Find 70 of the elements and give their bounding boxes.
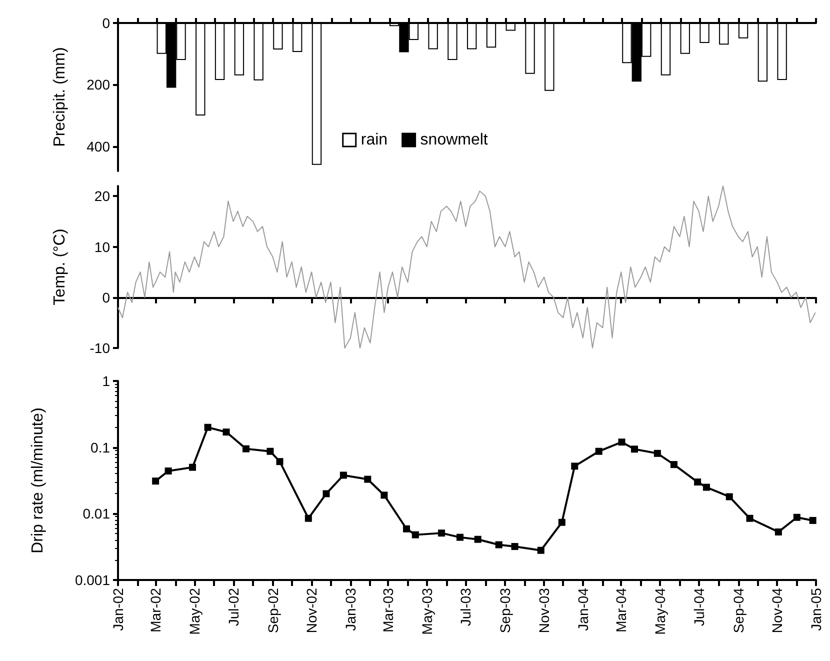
point bbox=[204, 424, 212, 431]
y-tick-label: -10 bbox=[90, 340, 110, 356]
point bbox=[340, 472, 347, 479]
point bbox=[495, 541, 502, 548]
y-tick-label: 200 bbox=[86, 76, 110, 93]
x-tick-label: Jan-04 bbox=[574, 588, 591, 631]
y-tick-label: 0 bbox=[102, 15, 110, 31]
x-tick-label: May-03 bbox=[418, 588, 435, 635]
point bbox=[694, 478, 702, 486]
point bbox=[189, 464, 196, 471]
x-tick-label: Nov-03 bbox=[536, 588, 552, 634]
point bbox=[746, 514, 754, 522]
x-tick-label: Jan-02 bbox=[110, 588, 126, 631]
point bbox=[595, 448, 602, 455]
legend-label: snowmelt bbox=[420, 132, 488, 148]
point bbox=[266, 448, 274, 455]
x-tick-label: Jul-03 bbox=[458, 588, 474, 626]
legend-label: rain bbox=[360, 132, 388, 148]
x-tick-label: Jul-02 bbox=[225, 588, 242, 626]
point bbox=[412, 531, 419, 538]
point bbox=[537, 546, 544, 554]
y-tick-label: 0.1 bbox=[90, 439, 110, 456]
point bbox=[152, 478, 160, 485]
point bbox=[618, 438, 626, 446]
x-tick-label: Nov-02 bbox=[304, 588, 320, 634]
x-tick-label: Jul-04 bbox=[690, 588, 707, 626]
point bbox=[304, 514, 312, 522]
x-tick-label: May-04 bbox=[652, 588, 668, 635]
point bbox=[242, 445, 250, 452]
y-tick-label: 0 bbox=[102, 289, 110, 306]
x-tick-label: Jan-05 bbox=[808, 588, 824, 631]
point bbox=[809, 516, 816, 524]
x-tick-label: Sep-03 bbox=[497, 588, 514, 634]
point bbox=[403, 525, 410, 532]
point bbox=[793, 514, 800, 521]
y-tick-label: 400 bbox=[86, 138, 110, 154]
x-tick-label: Jan-03 bbox=[342, 588, 358, 631]
x-tick-label: Nov-04 bbox=[769, 588, 786, 634]
point bbox=[474, 536, 482, 543]
x-tick-label: Sep-02 bbox=[264, 588, 281, 634]
point bbox=[380, 492, 388, 499]
x-tick-label: Sep-04 bbox=[730, 588, 746, 634]
point bbox=[571, 462, 578, 470]
point bbox=[276, 458, 284, 466]
y-axis-title: Temp. (°C) bbox=[52, 228, 68, 306]
point bbox=[726, 493, 733, 500]
point bbox=[511, 542, 518, 550]
y-tick-label: 1 bbox=[102, 373, 110, 389]
point bbox=[322, 490, 330, 498]
y-axis-title: Drip rate (ml/minute) bbox=[30, 408, 46, 554]
point bbox=[630, 446, 638, 453]
point bbox=[670, 461, 678, 468]
x-tick-label: May-02 bbox=[186, 588, 202, 635]
y-tick-label: 10 bbox=[94, 238, 110, 255]
point bbox=[774, 528, 782, 536]
y-tick-label: 0.001 bbox=[74, 572, 110, 588]
point bbox=[222, 428, 230, 436]
x-tick-label: Mar-03 bbox=[380, 588, 396, 632]
point bbox=[364, 476, 372, 483]
point bbox=[558, 518, 566, 526]
y-tick-label: 0.01 bbox=[82, 506, 110, 522]
point bbox=[654, 450, 661, 457]
y-tick-label: 20 bbox=[94, 188, 110, 204]
y-axis-title: Precipit. (mm) bbox=[52, 47, 68, 147]
point bbox=[164, 467, 172, 474]
x-tick-label: Mar-04 bbox=[613, 588, 630, 632]
point bbox=[456, 534, 464, 541]
point bbox=[702, 484, 710, 491]
x-tick-label: Mar-02 bbox=[148, 588, 164, 632]
point bbox=[438, 530, 446, 537]
